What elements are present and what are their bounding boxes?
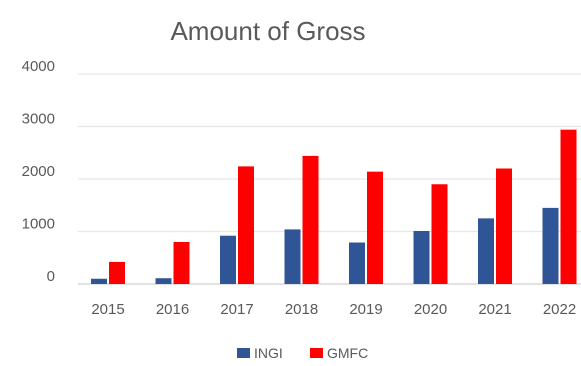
bar-ingi-2019 [349,242,365,284]
legend: INGI GMFC [237,345,368,361]
bar-gmfc-2016 [173,242,190,284]
bar-gmfc-2019 [367,171,383,284]
x-tick-label: 2017 [220,301,253,318]
legend-label-gmfc: GMFC [327,345,368,361]
y-tick-label: 3000 [22,111,55,128]
y-tick-label: 0 [47,268,55,285]
bar-gmfc-2021 [496,168,512,284]
y-tick-label: 1000 [22,216,55,233]
x-axis-ticks: 2015 2016 2017 2018 2019 2020 2021 2022 [91,301,576,318]
bar-ingi-2015 [91,278,107,284]
x-tick-label: 2018 [285,301,318,318]
bar-gmfc-2018 [302,155,319,284]
y-tick-label: 4000 [22,58,55,75]
legend-swatch-gmfc [310,348,323,358]
bar-gmfc-2020 [431,184,448,284]
x-tick-label: 2020 [414,301,447,318]
bar-ingi-2021 [478,218,494,284]
bar-ingi-2022 [542,207,559,284]
legend-swatch-ingi [237,348,250,358]
x-tick-label: 2019 [349,301,382,318]
x-tick-label: 2021 [478,301,511,318]
bar-gmfc-2015 [109,261,125,284]
bar-ingi-2016 [155,278,172,284]
x-tick-label: 2022 [543,301,576,318]
bar-ingi-2018 [284,229,301,284]
bar-ingi-2020 [413,230,430,284]
bar-gmfc-2017 [238,166,254,284]
y-tick-label: 2000 [22,163,55,180]
chart-title: Amount of Gross [170,16,365,46]
legend-label-ingi: INGI [254,345,283,361]
x-tick-label: 2015 [91,301,124,318]
bars [91,129,577,284]
y-axis-ticks: 0 1000 2000 3000 4000 [22,58,55,285]
bar-ingi-2017 [220,235,236,284]
bar-gmfc-2022 [560,129,577,284]
x-tick-label: 2016 [156,301,189,318]
